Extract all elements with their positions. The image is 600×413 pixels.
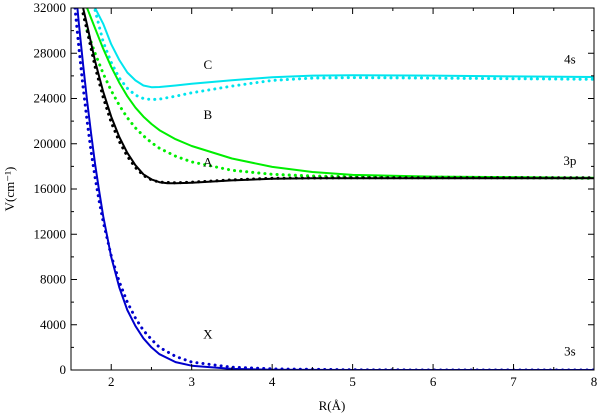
plot-background: [71, 8, 594, 370]
y-tick-label: 4000: [40, 317, 66, 332]
x-tick-label: 7: [510, 374, 517, 389]
annotation-b: B: [203, 107, 212, 122]
series-line-2: [93, 8, 594, 102]
series-line-6: [81, 12, 594, 185]
annotation-c: C: [203, 57, 212, 72]
y-tick-label: 28000: [34, 45, 67, 60]
annotation-a: A: [203, 154, 213, 169]
annotations-layer: C B A X 4s 3p 3s: [203, 51, 576, 358]
annotation-3p: 3p: [563, 153, 576, 168]
series-line-1: [94, 8, 594, 89]
y-tick-label: 16000: [34, 181, 67, 196]
y-tick-label: 24000: [34, 91, 67, 106]
x-tick-label: 6: [430, 374, 437, 389]
ticks-layer: 2 3 4 5 6 7 8 0 4000 8000 12000 16000 20000 24000 2800…: [34, 0, 598, 389]
y-tick-label: 12000: [34, 226, 67, 241]
series-line-8: [73, 8, 594, 370]
x-axis-title: R(Å): [319, 398, 346, 413]
y-tick-label: 8000: [40, 272, 66, 287]
annotation-3s: 3s: [564, 343, 576, 358]
x-tick-label: 3: [188, 374, 195, 389]
annotation-4s: 4s: [564, 51, 576, 66]
y-tick-label: 20000: [34, 136, 67, 151]
series-line-3: [86, 8, 594, 179]
series-line-4: [85, 29, 594, 180]
y-tick-label: 32000: [34, 0, 67, 15]
x-tick-label: 8: [591, 374, 598, 389]
x-tick-label: 5: [349, 374, 356, 389]
annotation-x: X: [203, 326, 213, 341]
series-layer: [73, 8, 594, 370]
x-tick-label: 2: [108, 374, 115, 389]
y-axis-title: V(cm⁻¹): [2, 167, 17, 212]
y-tick-label: 0: [60, 362, 67, 377]
x-tick-label: 4: [269, 374, 276, 389]
